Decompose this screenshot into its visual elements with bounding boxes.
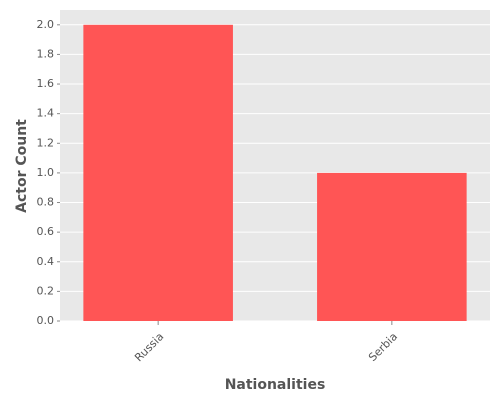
y-tick-label: 0.8 — [37, 196, 55, 209]
x-tick-label: Russia — [132, 330, 166, 364]
y-tick-label: 1.0 — [37, 166, 55, 179]
bar — [317, 172, 467, 321]
y-tick-label: 1.4 — [37, 107, 55, 120]
bar — [83, 24, 233, 322]
y-axis-title: Actor Count — [14, 119, 30, 213]
y-tick-label: 1.2 — [37, 136, 55, 149]
y-tick-label: 2.0 — [37, 18, 55, 31]
x-axis-title: Nationalities — [225, 377, 326, 393]
y-tick-label: 1.8 — [37, 47, 55, 60]
y-tick-label: 1.6 — [37, 77, 55, 90]
y-tick-label: 0.2 — [37, 284, 55, 297]
y-tick-label: 0.0 — [37, 314, 55, 327]
x-tick-label: Serbia — [366, 330, 400, 364]
y-tick-label: 0.6 — [37, 225, 55, 238]
y-tick-label: 0.4 — [37, 255, 55, 268]
